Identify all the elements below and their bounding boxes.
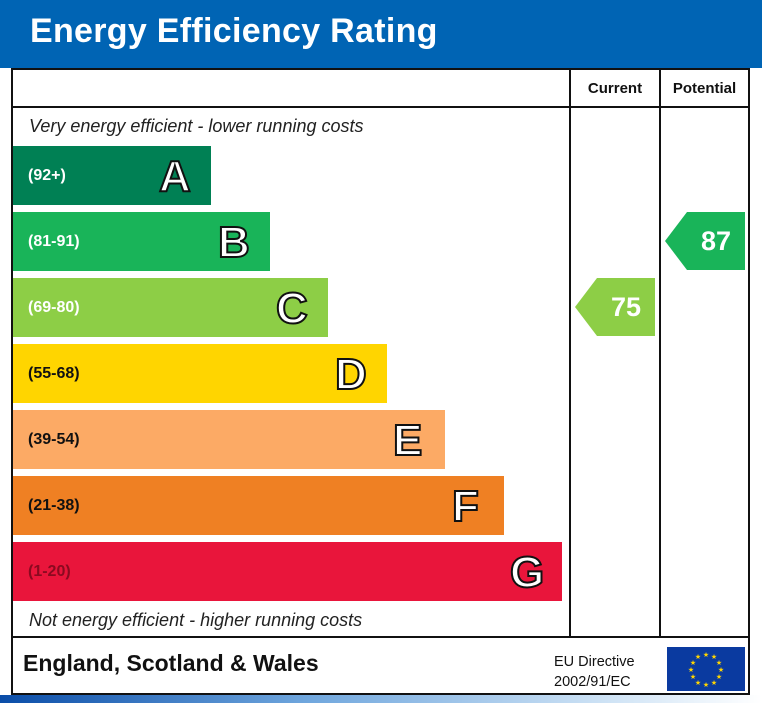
band-c: (69-80) C <box>13 278 328 337</box>
band-e-range: (39-54) <box>28 431 80 448</box>
band-d-range: (55-68) <box>28 365 80 382</box>
band-d-letter: D <box>334 349 368 400</box>
svg-text:★: ★ <box>690 659 696 667</box>
svg-text:★: ★ <box>703 651 709 659</box>
band-a: (92+) A <box>13 146 211 205</box>
band-g-range: (1-20) <box>28 563 71 580</box>
eu-flag-icon: ★ ★ ★ ★ ★ ★ ★ ★ ★ ★ ★ ★ <box>667 647 745 691</box>
svg-text:★: ★ <box>695 653 701 661</box>
potential-rating-value: 87 <box>700 226 732 256</box>
band-c-range: (69-80) <box>28 299 80 316</box>
band-g-letter: G <box>509 547 545 598</box>
band-b: (81-91) B <box>13 212 270 271</box>
current-column-header: Current <box>587 80 643 97</box>
bottom-note: Not energy efficient - higher running co… <box>29 610 363 630</box>
band-f-letter: F <box>451 481 480 532</box>
svg-text:★: ★ <box>718 666 724 674</box>
svg-text:★: ★ <box>716 673 722 681</box>
current-rating-arrow: 75 <box>575 278 655 336</box>
potential-rating-arrow: 87 <box>665 212 745 270</box>
svg-text:★: ★ <box>690 673 696 681</box>
svg-text:★: ★ <box>695 679 701 687</box>
page-title: Energy Efficiency Rating <box>30 12 438 50</box>
svg-text:★: ★ <box>688 666 694 674</box>
eu-directive-line2: 2002/91/EC <box>554 674 631 690</box>
band-e: (39-54) E <box>13 410 445 469</box>
band-b-letter: B <box>217 217 251 268</box>
region-label: England, Scotland & Wales <box>23 650 319 676</box>
band-a-range: (92+) <box>28 167 66 184</box>
title-bar: Energy Efficiency Rating <box>0 0 762 68</box>
potential-column-line <box>659 70 661 636</box>
band-f: (21-38) F <box>13 476 504 535</box>
band-g: (1-20) G <box>13 542 562 601</box>
bottom-strip <box>0 695 762 703</box>
current-rating-value: 75 <box>610 292 642 322</box>
header-divider <box>13 106 748 108</box>
footer-divider <box>13 636 748 638</box>
svg-text:★: ★ <box>711 653 717 661</box>
svg-text:★: ★ <box>716 659 722 667</box>
eu-directive-line1: EU Directive <box>554 654 635 670</box>
top-note: Very energy efficient - lower running co… <box>29 116 364 136</box>
band-b-range: (81-91) <box>28 233 80 250</box>
svg-text:★: ★ <box>711 679 717 687</box>
band-f-range: (21-38) <box>28 497 80 514</box>
band-c-letter: C <box>275 283 309 334</box>
band-a-letter: A <box>158 151 192 202</box>
eu-directive-text: EU Directive 2002/91/EC <box>554 652 635 692</box>
potential-column-header: Potential <box>672 80 737 97</box>
svg-text:★: ★ <box>703 681 709 689</box>
band-d: (55-68) D <box>13 344 387 403</box>
band-e-letter: E <box>392 415 423 466</box>
rating-frame: Current Potential Very energy efficient … <box>11 68 750 695</box>
current-column-line <box>569 70 571 636</box>
